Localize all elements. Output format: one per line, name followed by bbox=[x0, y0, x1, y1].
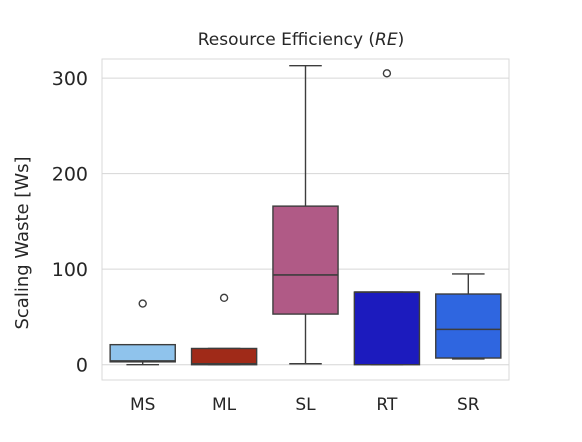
y-tick-label-0: 0 bbox=[76, 355, 88, 377]
box-rt bbox=[353, 291, 421, 366]
y-axis-label: Scaling Waste [Ws] bbox=[12, 156, 33, 329]
x-tick-label-sl: SL bbox=[295, 395, 316, 415]
box-sr bbox=[435, 293, 502, 359]
chart-title: Resource Efficiency (RE) bbox=[198, 30, 405, 50]
x-tick-label-sr: SR bbox=[457, 395, 480, 415]
outlier-ms-0 bbox=[138, 299, 147, 308]
x-tick-label-ms: MS bbox=[130, 395, 155, 415]
x-tick-label-ml: ML bbox=[212, 395, 237, 415]
y-tick-label-100: 100 bbox=[52, 259, 88, 281]
outlier-ml-0 bbox=[219, 293, 229, 303]
box-ms bbox=[109, 343, 176, 363]
y-tick-label-300: 300 bbox=[52, 68, 88, 90]
box-sl bbox=[272, 205, 339, 315]
outlier-rt-0 bbox=[382, 69, 392, 78]
plot-area: 0 100 200 300 MS ML SL RT SR bbox=[52, 58, 510, 415]
box-ml bbox=[190, 347, 258, 366]
y-tick-label-200: 200 bbox=[52, 164, 88, 186]
x-tick-label-rt: RT bbox=[376, 395, 398, 415]
